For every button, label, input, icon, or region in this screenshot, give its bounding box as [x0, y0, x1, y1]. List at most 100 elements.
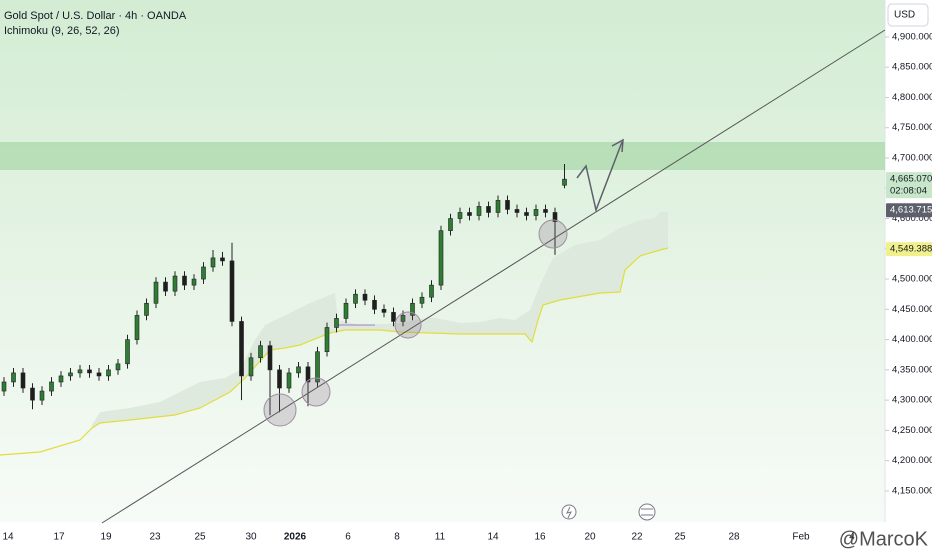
- price-label-box: [886, 172, 932, 199]
- candle-body: [419, 296, 425, 304]
- candle-body: [562, 178, 567, 186]
- candle-body: [448, 218, 453, 231]
- candle-body: [68, 372, 73, 377]
- y-tick-label: 4,400.000: [892, 334, 932, 345]
- candle-body: [267, 345, 273, 371]
- price-label-countdown: 02:08:04: [890, 186, 927, 197]
- candle-body: [182, 275, 187, 286]
- cloud-lower-line: [0, 247, 669, 456]
- price-label: 4,549.388: [890, 244, 932, 255]
- y-tick-label: 4,850.000: [892, 62, 932, 73]
- candle-body: [239, 321, 244, 377]
- y-tick-label: 4,150.000: [892, 485, 932, 496]
- y-tick-label: 4,300.000: [892, 395, 932, 406]
- candle-body: [87, 369, 92, 374]
- x-tick-label: 11: [435, 532, 446, 543]
- candle-body: [457, 212, 463, 219]
- candle-body: [229, 260, 235, 322]
- x-tick-label: 4: [849, 532, 855, 543]
- candle-body: [381, 309, 387, 313]
- candle-body: [11, 372, 16, 383]
- x-tick-label: 17: [53, 532, 65, 543]
- x-tick-label: 25: [194, 532, 206, 543]
- touch-circles: [263, 219, 568, 427]
- projection-path: [576, 141, 623, 213]
- price-label: 4,665.070: [890, 174, 932, 185]
- candle-body: [172, 275, 178, 292]
- candle-body: [49, 381, 54, 392]
- candle-body: [96, 372, 102, 377]
- x-tick-label: 23: [149, 532, 161, 543]
- x-tick-label: 20: [584, 532, 596, 543]
- y-tick-label: 4,350.000: [892, 364, 932, 375]
- candle-body: [334, 318, 339, 328]
- currency-label: USD: [894, 10, 915, 21]
- x-tick-label: 2026: [284, 532, 307, 543]
- price-label: 4,613.715: [890, 205, 932, 216]
- x-tick-label: 25: [674, 532, 686, 543]
- candle-body: [353, 293, 358, 304]
- x-tick-label: 6: [345, 532, 351, 543]
- candle-body: [20, 372, 26, 389]
- x-tick-label: 14: [487, 532, 499, 543]
- candle-body: [258, 345, 263, 359]
- price-label-box: [886, 242, 932, 257]
- touch-circle: [301, 377, 331, 407]
- cloud-area: [92, 212, 668, 428]
- currency-button[interactable]: [887, 3, 929, 27]
- x-tick-label: 14: [2, 532, 14, 543]
- candle-body: [77, 369, 83, 374]
- candle-body: [305, 366, 311, 383]
- candle-body: [201, 266, 206, 280]
- ichimoku-cloud: [0, 212, 669, 456]
- y-tick-label: 4,500.000: [892, 274, 932, 285]
- candle-body: [438, 230, 444, 286]
- candle-body: [410, 302, 415, 316]
- time-axis-background: [0, 522, 885, 550]
- candle-body: [296, 366, 301, 374]
- y-tick-label: 4,200.000: [892, 455, 932, 466]
- candle-body: [552, 212, 558, 222]
- touch-circle: [263, 393, 297, 427]
- arrow-head: [611, 138, 624, 153]
- candle-body: [543, 209, 548, 213]
- candle-body: [191, 278, 197, 286]
- candle-body: [106, 369, 111, 377]
- watermark: @MarcoK: [839, 528, 929, 550]
- candle-body: [343, 302, 349, 319]
- candle-body: [315, 351, 320, 383]
- candle-body: [400, 315, 406, 322]
- candle-body: [476, 206, 482, 216]
- event-icon-glyph: [566, 506, 572, 519]
- event-icon[interactable]: [638, 503, 656, 521]
- candle-body: [30, 387, 35, 401]
- candle-body: [220, 257, 225, 262]
- candle-body: [163, 281, 168, 292]
- candle-body: [429, 284, 434, 298]
- x-tick-label: 16: [534, 532, 546, 543]
- candle-body: [153, 281, 159, 304]
- indicator-legend: Ichimoku (9, 26, 52, 26): [4, 25, 120, 37]
- candle-body: [486, 206, 491, 213]
- x-tick-label: 19: [100, 532, 112, 543]
- touch-circle: [394, 311, 422, 339]
- candle-body: [58, 375, 64, 383]
- candle-body: [210, 257, 216, 268]
- x-tick-label: 22: [631, 532, 643, 543]
- y-tick-label: 4,800.000: [892, 92, 932, 103]
- candle-body: [391, 312, 396, 322]
- projection-arrow: [576, 138, 624, 213]
- candle-body: [277, 369, 282, 389]
- candle-body: [286, 372, 292, 389]
- candles: [1, 164, 567, 416]
- candle-body: [533, 209, 539, 216]
- candle-body: [362, 293, 368, 301]
- candle-body: [505, 200, 510, 210]
- y-tick-label: 4,750.000: [892, 122, 932, 133]
- candle-body: [524, 212, 529, 216]
- y-tick-label: 4,700.000: [892, 153, 932, 164]
- candle-body: [372, 299, 377, 310]
- x-tick-label: 28: [728, 532, 740, 543]
- candle-body: [248, 357, 254, 377]
